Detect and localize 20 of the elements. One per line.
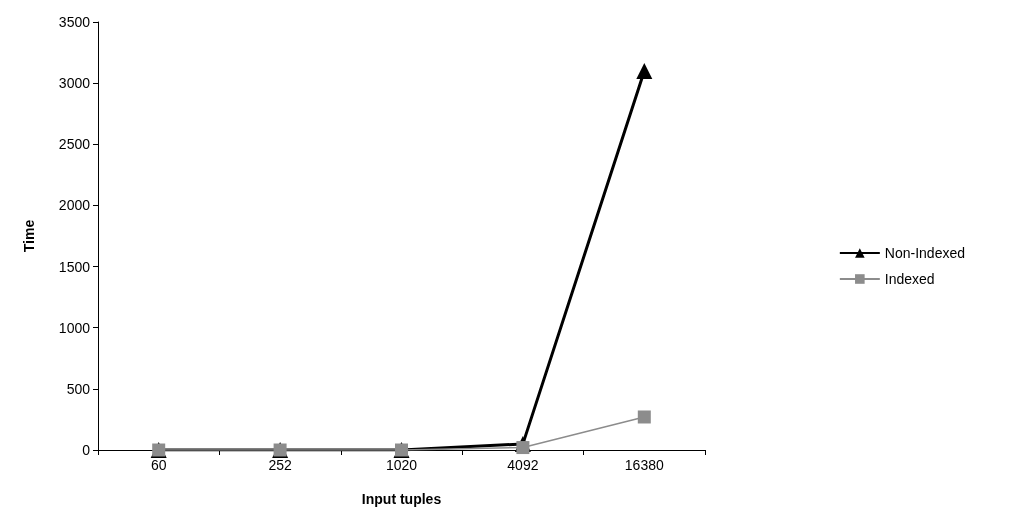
point	[637, 410, 651, 424]
y-tick-label: 1500	[58, 258, 91, 275]
y-axis-title: Time	[21, 219, 37, 253]
point	[636, 62, 653, 79]
x-axis-title: Input tuples	[361, 491, 442, 507]
y-tick-label: 1000	[58, 319, 91, 336]
x-tick-label: 1020	[385, 457, 418, 473]
legend-label: Non-Indexed	[884, 245, 966, 261]
point	[516, 441, 530, 455]
y-tick-label: 0	[82, 442, 91, 458]
x-tick-label: 252	[268, 457, 292, 473]
x-tick-label: 16380	[624, 457, 664, 473]
y-tick-label: 3000	[58, 75, 91, 92]
y-tick-label: 2500	[58, 136, 91, 153]
x-tick-label: 4092	[507, 457, 539, 473]
y-tick-label: 500	[66, 380, 91, 397]
x-tick-label: 60	[150, 457, 167, 473]
legend-label: Indexed	[884, 271, 935, 287]
y-tick-label: 2000	[58, 197, 91, 214]
y-tick-label: 3500	[58, 14, 91, 30]
